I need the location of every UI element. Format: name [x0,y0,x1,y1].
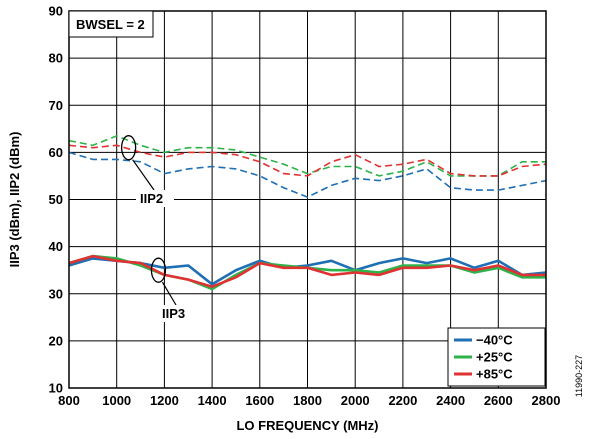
legend-label: −40°C [476,333,513,348]
bwsel-label: BWSEL = 2 [76,17,145,32]
iip2-callout-leader [132,159,155,191]
legend-label: +25°C [476,350,513,365]
x-tick-label: 1600 [245,393,274,408]
x-tick-label: 800 [58,393,80,408]
x-tick-label: 2400 [436,393,465,408]
legend: −40°C +25°C +85°C [447,327,546,387]
iip2-callout-ellipse [120,135,137,161]
iip3-callout-leader [161,281,177,306]
x-tick-labels: 800 1000 1200 1400 1600 1800 2000 2200 2400 2600 2… [58,393,560,408]
iip3-callout: IIP3 [150,257,196,322]
iip2-series-minus40c [68,151,547,198]
y-tick-label: 10 [49,381,63,396]
iip3-series-plus85c [68,254,546,289]
legend-label: +85°C [476,367,513,382]
plot-frame [68,10,547,389]
iip2-series-plus25c [68,135,546,177]
x-tick-label: 2200 [388,393,417,408]
iip3-series-minus40c [68,257,547,286]
y-tick-label: 50 [49,192,63,207]
iip2-series-plus85c [68,144,547,177]
series-layer [68,135,547,291]
y-tick-label: 70 [49,98,63,113]
x-tick-label: 1400 [198,393,227,408]
iip3-callout-ellipse [150,257,167,283]
x-tick-label: 2000 [341,393,370,408]
x-tick-label: 2800 [532,393,561,408]
iip2-label: IIP2 [140,191,163,206]
y-tick-label: 20 [49,333,63,348]
y-axis-title: IIP3 (dBm), IIP2 (dBm) [7,132,22,268]
y-tick-label: 60 [49,145,63,160]
y-tick-label: 80 [49,51,63,66]
iip2-callout: IIP2 [120,135,174,207]
y-tick-label: 30 [49,286,63,301]
x-tick-label: 1000 [102,393,131,408]
figure-id: 11990-227 [574,355,584,397]
x-tick-label: 1800 [293,393,322,408]
y-tick-label: 40 [49,239,63,254]
x-tick-label: 1200 [150,393,179,408]
x-tick-label: 2600 [484,393,513,408]
y-tick-label: 90 [49,4,63,19]
bwsel-annotation-box: BWSEL = 2 [68,10,154,38]
x-axis-title: LO FREQUENCY (MHz) [236,418,378,433]
y-tick-labels: 10 20 30 40 50 60 70 80 90 [49,4,63,396]
iip3-label: IIP3 [162,306,185,321]
